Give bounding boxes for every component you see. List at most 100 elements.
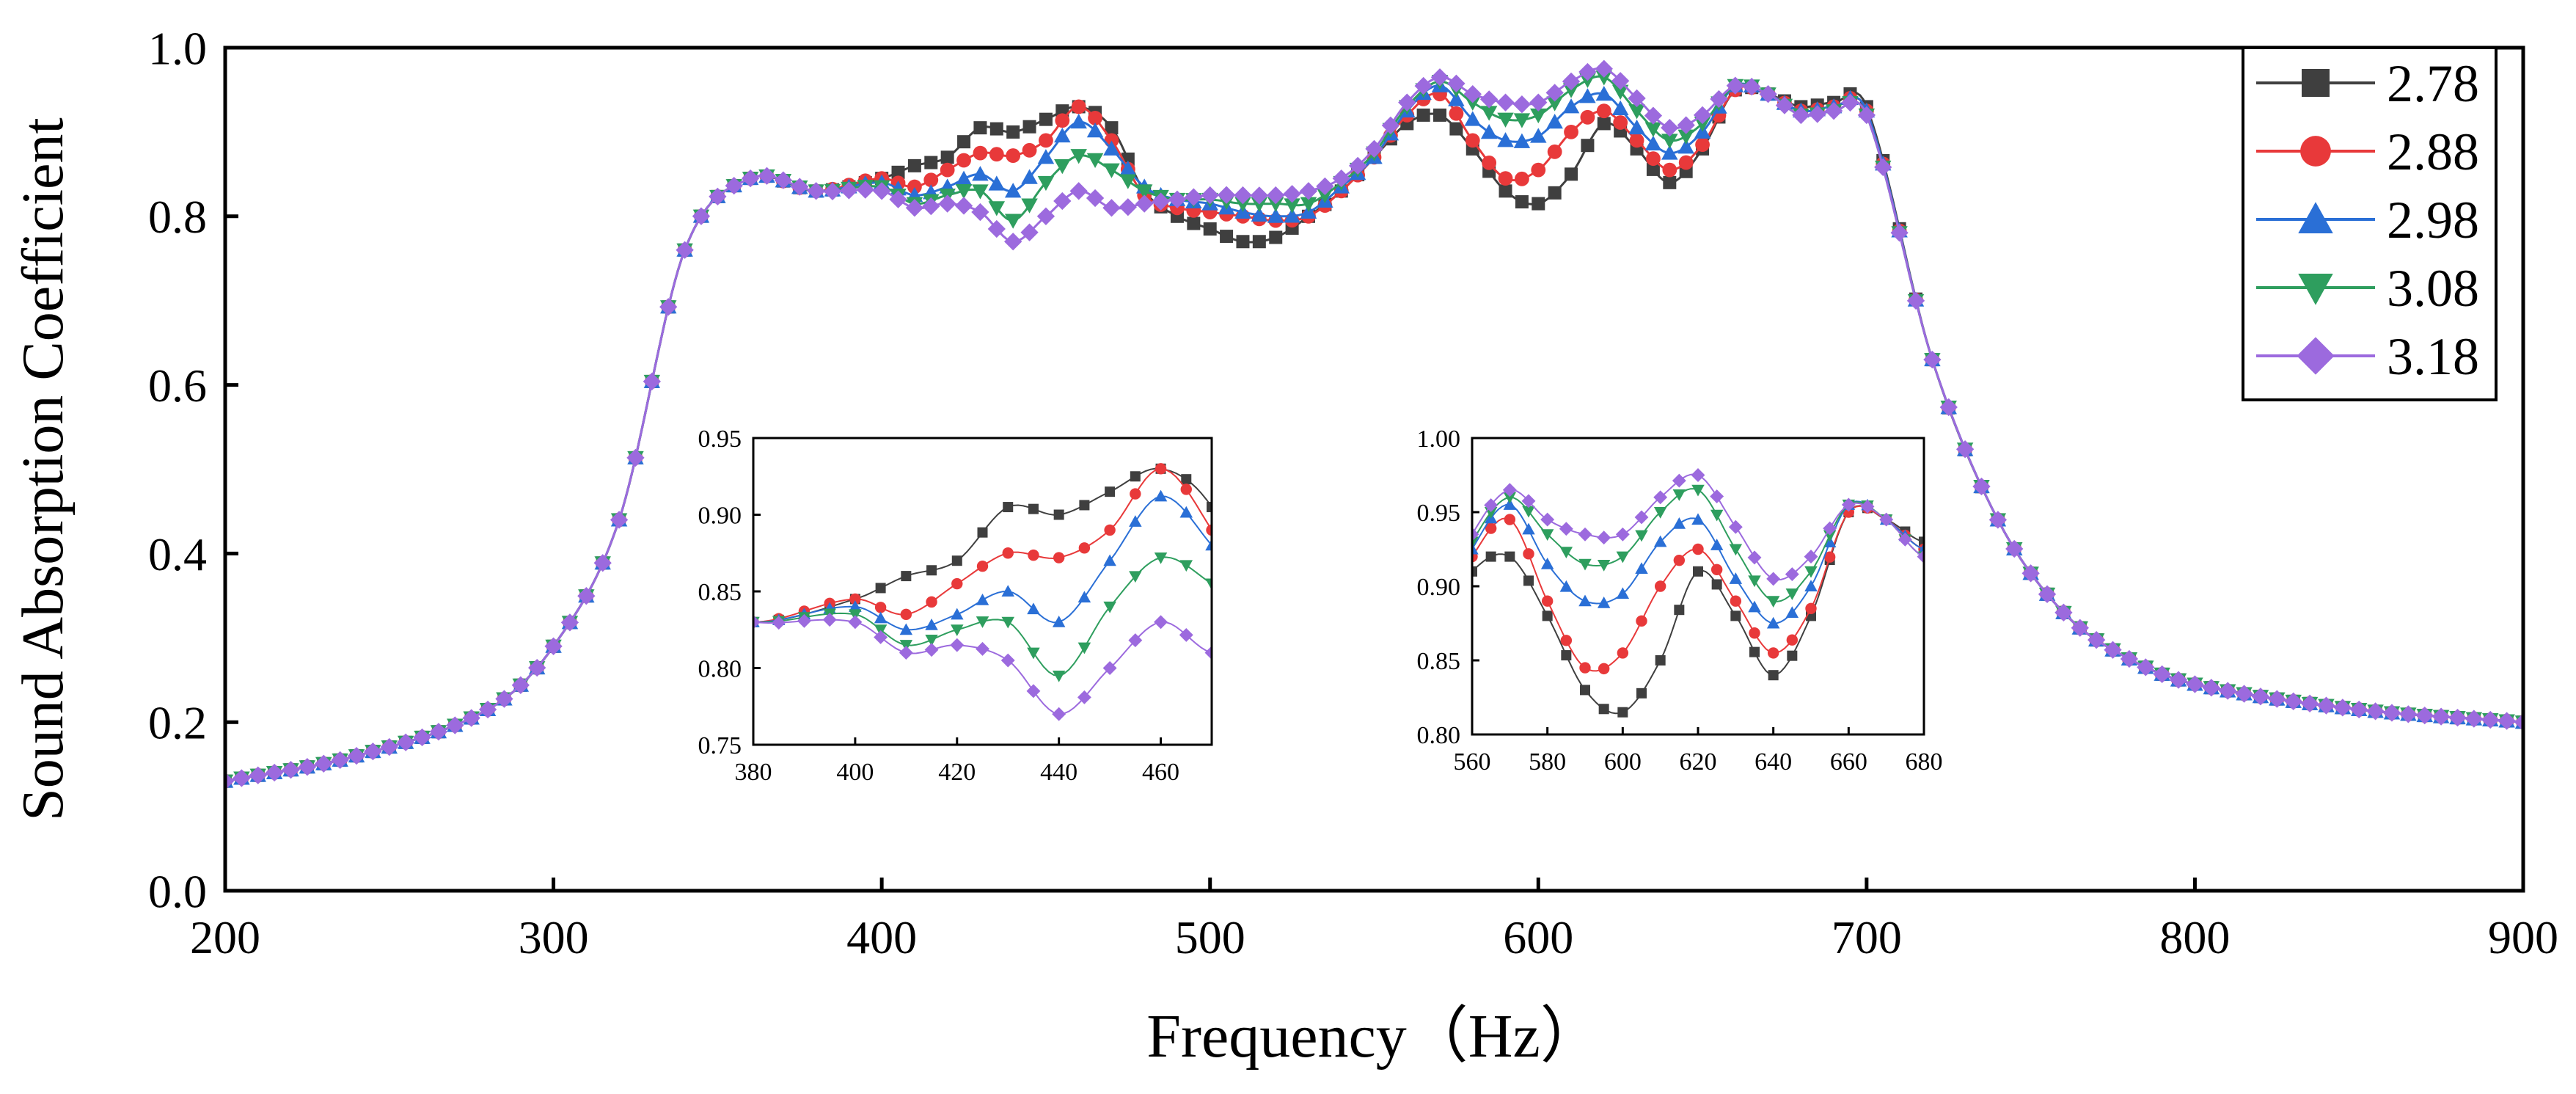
data-point-3.08: [1522, 506, 1535, 518]
data-point-3.18: [1595, 59, 1613, 78]
data-point-3.18: [1168, 190, 1187, 208]
data-point-3.18: [495, 690, 513, 708]
data-point-3.18: [544, 637, 563, 655]
data-point-2.78: [1220, 230, 1234, 244]
data-point-2.88: [1692, 543, 1704, 555]
data-point-3.18: [2169, 671, 2188, 689]
data-point-3.18: [511, 676, 530, 694]
data-point-2.78: [1787, 650, 1798, 661]
data-point-3.18: [1521, 494, 1536, 508]
legend-box: [2242, 46, 2498, 401]
data-point-2.98: [1653, 535, 1667, 547]
data-point-2.88: [951, 577, 963, 590]
data-point-3.18: [1430, 68, 1449, 87]
data-point-3.18: [2366, 702, 2385, 721]
x-tick-label: 500: [1175, 911, 1245, 963]
legend-item-3.18: 3.18: [2256, 327, 2479, 386]
data-point-3.18: [1857, 106, 1876, 125]
x-tick-label: 460: [1142, 759, 1179, 786]
data-point-3.18: [1234, 186, 1252, 205]
data-point-3.18: [1615, 527, 1630, 541]
data-point-3.18: [1119, 198, 1137, 216]
data-point-2.78: [907, 158, 921, 172]
data-point-3.18: [1052, 707, 1066, 721]
data-point-2.98: [1284, 208, 1300, 223]
data-point-3.18: [954, 197, 973, 215]
data-point-3.18: [1644, 106, 1663, 125]
data-point-2.88: [989, 147, 1004, 162]
data-point-3.18: [872, 182, 891, 200]
data-point-3.08: [1251, 197, 1268, 213]
data-point-3.18: [347, 747, 366, 765]
data-point-3.08: [1480, 106, 1498, 121]
data-point-2.78: [957, 135, 971, 149]
data-point-3.08: [1001, 616, 1014, 629]
data-point-2.88: [1006, 148, 1021, 163]
data-point-2.98: [1597, 596, 1611, 608]
data-point-3.18: [2235, 685, 2253, 703]
data-point-3.18: [1808, 105, 1826, 123]
data-point-2.88: [956, 153, 971, 168]
data-point-2.98: [1804, 580, 1818, 591]
data-point-3.18: [1102, 661, 1117, 675]
data-point-3.08: [925, 634, 938, 646]
data-point-2.98: [1710, 539, 1724, 550]
data-point-3.18: [1472, 527, 1479, 541]
data-point-2.98: [1251, 206, 1268, 222]
data-point-3.08: [1595, 70, 1613, 86]
data-point-3.18: [797, 613, 811, 628]
data-point-3.18: [2268, 690, 2286, 708]
data-point-2.88: [1449, 106, 1464, 121]
data-point-2.98: [1562, 98, 1580, 114]
data-point-3.18: [577, 587, 596, 605]
data-point-3.18: [1743, 77, 1761, 96]
data-point-3.18: [1000, 653, 1015, 668]
legend-label: 3.18: [2387, 327, 2479, 386]
data-point-3.18: [2087, 631, 2106, 649]
data-point-3.08: [1661, 134, 1678, 149]
data-point-2.98: [1103, 554, 1116, 566]
data-point-3.18: [331, 751, 349, 769]
y-tick-label: 0.8: [148, 191, 207, 243]
data-point-3.08: [1503, 492, 1517, 504]
data-point-3.18: [822, 613, 837, 627]
data-point-2.88: [1155, 463, 1167, 475]
x-tick-label: 800: [2159, 911, 2230, 963]
data-point-3.18: [774, 171, 793, 189]
data-point-3.18: [889, 190, 907, 208]
data-point-3.08: [1103, 601, 1116, 613]
data-point-2.78: [1236, 235, 1250, 249]
series-3.18: [225, 59, 2523, 790]
data-point-2.88: [1028, 549, 1039, 561]
data-point-2.88: [1078, 542, 1091, 554]
legend-marker-2.98: [2298, 202, 2333, 233]
y-axis-label: Sound Absorption Coefficient: [11, 117, 76, 820]
data-point-3.08: [1785, 588, 1799, 600]
data-point-3.08: [1644, 122, 1662, 137]
data-point-3.18: [2382, 704, 2401, 722]
data-point-3.18: [2514, 713, 2523, 732]
data-point-3.18: [1179, 627, 1193, 642]
data-point-2.78: [1646, 162, 1660, 176]
data-point-3.18: [1152, 192, 1170, 211]
legend-item-3.08: 3.08: [2256, 259, 2479, 318]
data-point-3.18: [1020, 223, 1039, 241]
data-point-3.18: [643, 372, 661, 391]
data-point-3.18: [2186, 675, 2204, 693]
data-point-2.78: [1181, 474, 1192, 485]
data-point-2.88: [1629, 133, 1644, 148]
data-point-2.98: [1578, 594, 1592, 607]
data-point-2.88: [1596, 103, 1611, 119]
data-point-3.18: [1661, 119, 1679, 137]
data-point-2.88: [1039, 133, 1053, 148]
data-point-3.18: [1348, 156, 1367, 175]
data-point-2.78: [1598, 704, 1609, 715]
data-point-2.78: [1433, 108, 1447, 122]
data-point-2.98: [1054, 127, 1071, 143]
data-point-3.18: [1069, 182, 1088, 200]
data-point-3.08: [972, 184, 989, 200]
data-point-2.78: [1693, 566, 1703, 577]
x-tick-label: 900: [2488, 911, 2558, 963]
data-point-2.78: [973, 121, 987, 135]
data-point-2.88: [1560, 635, 1573, 646]
